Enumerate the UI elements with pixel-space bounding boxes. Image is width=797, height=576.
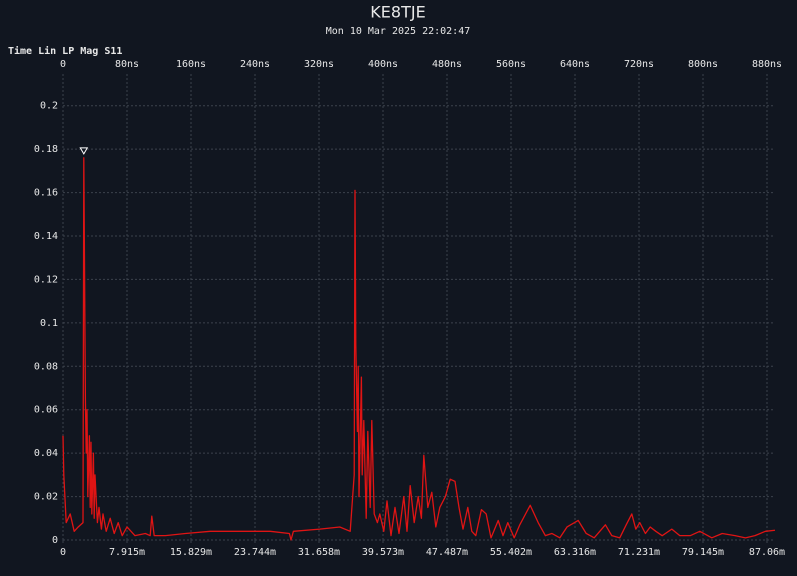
x-tick-label: 800ns bbox=[688, 59, 718, 70]
x-tick-label: 880ns bbox=[752, 59, 782, 70]
y-tick-label: 0.14 bbox=[34, 231, 58, 242]
x-tick-label: 560ns bbox=[496, 59, 526, 70]
y-tick-label: 0.2 bbox=[40, 101, 58, 112]
x-tick-label: 240ns bbox=[240, 59, 270, 70]
chart-subtitle: Mon 10 Mar 2025 22:02:47 bbox=[326, 26, 471, 37]
x2-tick-label: 47.487m bbox=[426, 547, 468, 558]
x-tick-label: 160ns bbox=[176, 59, 206, 70]
x2-tick-label: 63.316m bbox=[554, 547, 596, 558]
x-tick-label: 720ns bbox=[624, 59, 654, 70]
y-tick-label: 0.1 bbox=[40, 318, 58, 329]
y-tick-label: 0 bbox=[52, 535, 58, 546]
x-tick-label: 320ns bbox=[304, 59, 334, 70]
chart-title: KE8TJE bbox=[370, 3, 425, 22]
x2-tick-label: 15.829m bbox=[170, 547, 212, 558]
x-tick-label: 0 bbox=[60, 59, 66, 70]
y-tick-label: 0.04 bbox=[34, 448, 58, 459]
y-tick-label: 0.12 bbox=[34, 274, 58, 285]
x2-tick-label: 0 bbox=[60, 547, 66, 558]
trace-line bbox=[62, 157, 776, 541]
x2-tick-label: 31.658m bbox=[298, 547, 340, 558]
y-tick-label: 0.18 bbox=[34, 144, 58, 155]
x2-tick-label: 87.06m bbox=[749, 547, 785, 558]
x-tick-label: 80ns bbox=[115, 59, 139, 70]
x2-tick-label: 23.744m bbox=[234, 547, 276, 558]
peak-marker bbox=[79, 147, 89, 155]
y-tick-label: 0.02 bbox=[34, 492, 58, 503]
y-axis-label: Time Lin LP Mag S11 bbox=[8, 45, 122, 57]
x2-tick-label: 55.402m bbox=[490, 547, 532, 558]
y-tick-label: 0.06 bbox=[34, 405, 58, 416]
x-tick-label: 480ns bbox=[432, 59, 462, 70]
x2-tick-label: 71.231m bbox=[618, 547, 660, 558]
x-tick-label: 640ns bbox=[560, 59, 590, 70]
x2-tick-label: 39.573m bbox=[362, 547, 404, 558]
x-tick-label: 400ns bbox=[368, 59, 398, 70]
x2-tick-label: 79.145m bbox=[682, 547, 724, 558]
y-tick-label: 0.16 bbox=[34, 188, 58, 199]
x2-tick-label: 7.915m bbox=[109, 547, 145, 558]
y-tick-label: 0.08 bbox=[34, 361, 58, 372]
